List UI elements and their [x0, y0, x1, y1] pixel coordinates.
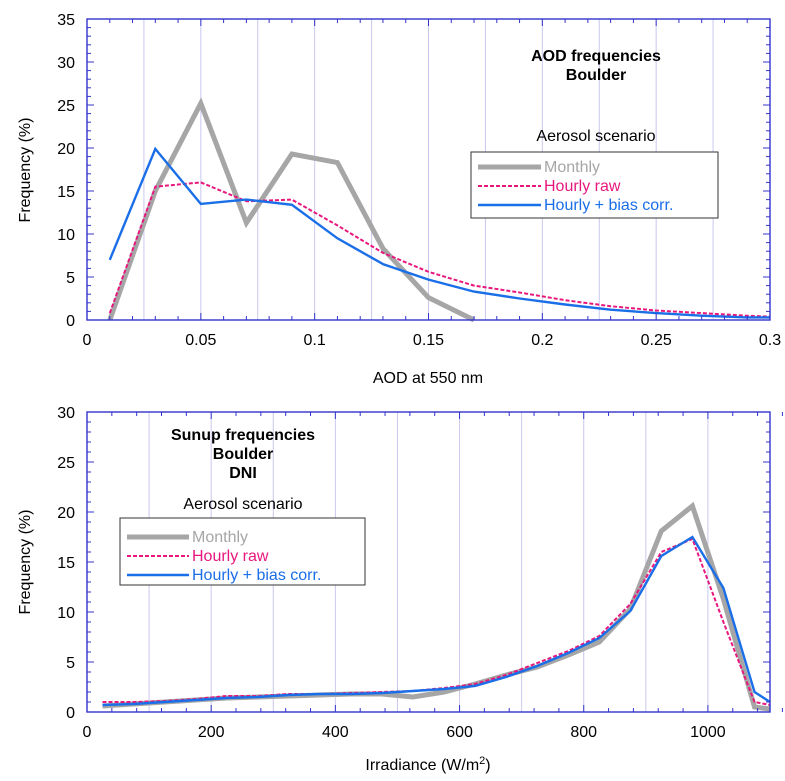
aod-ticks	[86, 18, 771, 321]
aod-x-axis-label: AOD at 550 nm	[373, 370, 483, 387]
aod-chart: 0 0.05 0.1 0.15 0.2 0.25 0.3 0 5 10 15 20 25 30 35 AOD…	[17, 12, 781, 387]
dni-y-tick-label: 10	[57, 605, 75, 622]
dni-series	[102, 501, 771, 712]
aod-legend-label-hourly-raw: Hourly raw	[544, 178, 621, 195]
aod-tick-labels: 0 0.05 0.1 0.15 0.2 0.25 0.3 0 5 10 15 20 25 30 35	[57, 12, 781, 349]
dni-y-tick-label: 15	[57, 555, 75, 572]
aod-y-tick-label: 15	[57, 184, 75, 201]
dni-x-tick-label: 200	[198, 724, 225, 741]
aod-legend-label-monthly: Monthly	[544, 159, 600, 176]
aod-legend: Monthly Hourly raw Hourly + bias corr.	[470, 151, 719, 219]
aod-x-tick-label: 0.15	[413, 332, 444, 349]
aod-y-tick-label: 5	[66, 270, 75, 287]
aod-x-tick-label: 0.3	[759, 332, 781, 349]
aod-y-tick-label: 30	[57, 55, 75, 72]
dni-x-axis-label-main: Irradiance (W/m	[365, 757, 479, 774]
aod-legend-title: Aerosol scenario	[536, 128, 655, 145]
aod-chart-title: AOD frequencies	[531, 48, 661, 65]
aod-series-hourly-bias	[108, 146, 770, 319]
dni-y-tick-label: 30	[57, 405, 75, 422]
dni-y-tick-label: 20	[57, 505, 75, 522]
dni-chart-subtitle: Boulder	[213, 446, 273, 463]
dni-series-hourly-bias	[102, 535, 771, 707]
dni-x-axis-label-sup: 2	[479, 755, 485, 767]
aod-legend-label-hourly-bias: Hourly + bias corr.	[544, 197, 673, 214]
dni-chart-subtitle2: DNI	[229, 465, 257, 482]
aod-y-tick-label: 25	[57, 98, 75, 115]
aod-y-tick-label: 20	[57, 141, 75, 158]
aod-y-tick-label: 0	[66, 313, 75, 330]
aod-chart-subtitle: Boulder	[566, 67, 626, 84]
dni-x-tick-label: 1000	[690, 724, 726, 741]
dni-y-tick-label: 25	[57, 455, 75, 472]
aod-series	[107, 97, 771, 323]
dni-ticks	[86, 411, 783, 713]
aod-legend-box	[470, 151, 719, 219]
dni-legend-label-hourly-raw: Hourly raw	[192, 548, 269, 565]
dni-x-tick-label: 800	[570, 724, 597, 741]
dni-chart: 0 200 400 600 800 1000 0 5 10 15 20 25 30 Sunup freq…	[17, 405, 783, 774]
aod-series-monthly	[107, 97, 476, 323]
aod-x-tick-label: 0.05	[185, 332, 216, 349]
dni-x-tick-label: 400	[322, 724, 349, 741]
dni-legend-label-hourly-bias: Hourly + bias corr.	[192, 567, 321, 584]
dni-tick-labels: 0 200 400 600 800 1000 0 5 10 15 20 25 30	[57, 405, 726, 741]
dni-x-axis-label-suffix: )	[485, 757, 490, 774]
dni-x-axis-label: Irradiance (W/m2)	[365, 755, 490, 774]
dni-series-hourly-raw	[102, 537, 771, 706]
dni-y-tick-label: 5	[66, 655, 75, 672]
aod-y-tick-label: 10	[57, 227, 75, 244]
aod-x-tick-label: 0.1	[304, 332, 326, 349]
dni-x-tick-label: 0	[83, 724, 92, 741]
dni-y-axis-label: Frequency (%)	[17, 510, 34, 615]
aod-series-hourly-raw	[108, 181, 771, 318]
aod-y-tick-label: 35	[57, 12, 75, 29]
dni-x-tick-label: 600	[446, 724, 473, 741]
dni-legend-label-monthly: Monthly	[192, 529, 248, 546]
aod-x-tick-label: 0.2	[531, 332, 553, 349]
dni-chart-title: Sunup frequencies	[171, 427, 315, 444]
dni-legend: Monthly Hourly raw Hourly + bias corr.	[119, 517, 366, 586]
dni-y-tick-label: 0	[66, 705, 75, 722]
dni-legend-title: Aerosol scenario	[183, 496, 302, 513]
aod-x-tick-label: 0	[83, 332, 92, 349]
aod-x-tick-label: 0.25	[641, 332, 672, 349]
aod-y-axis-label: Frequency (%)	[17, 118, 34, 223]
